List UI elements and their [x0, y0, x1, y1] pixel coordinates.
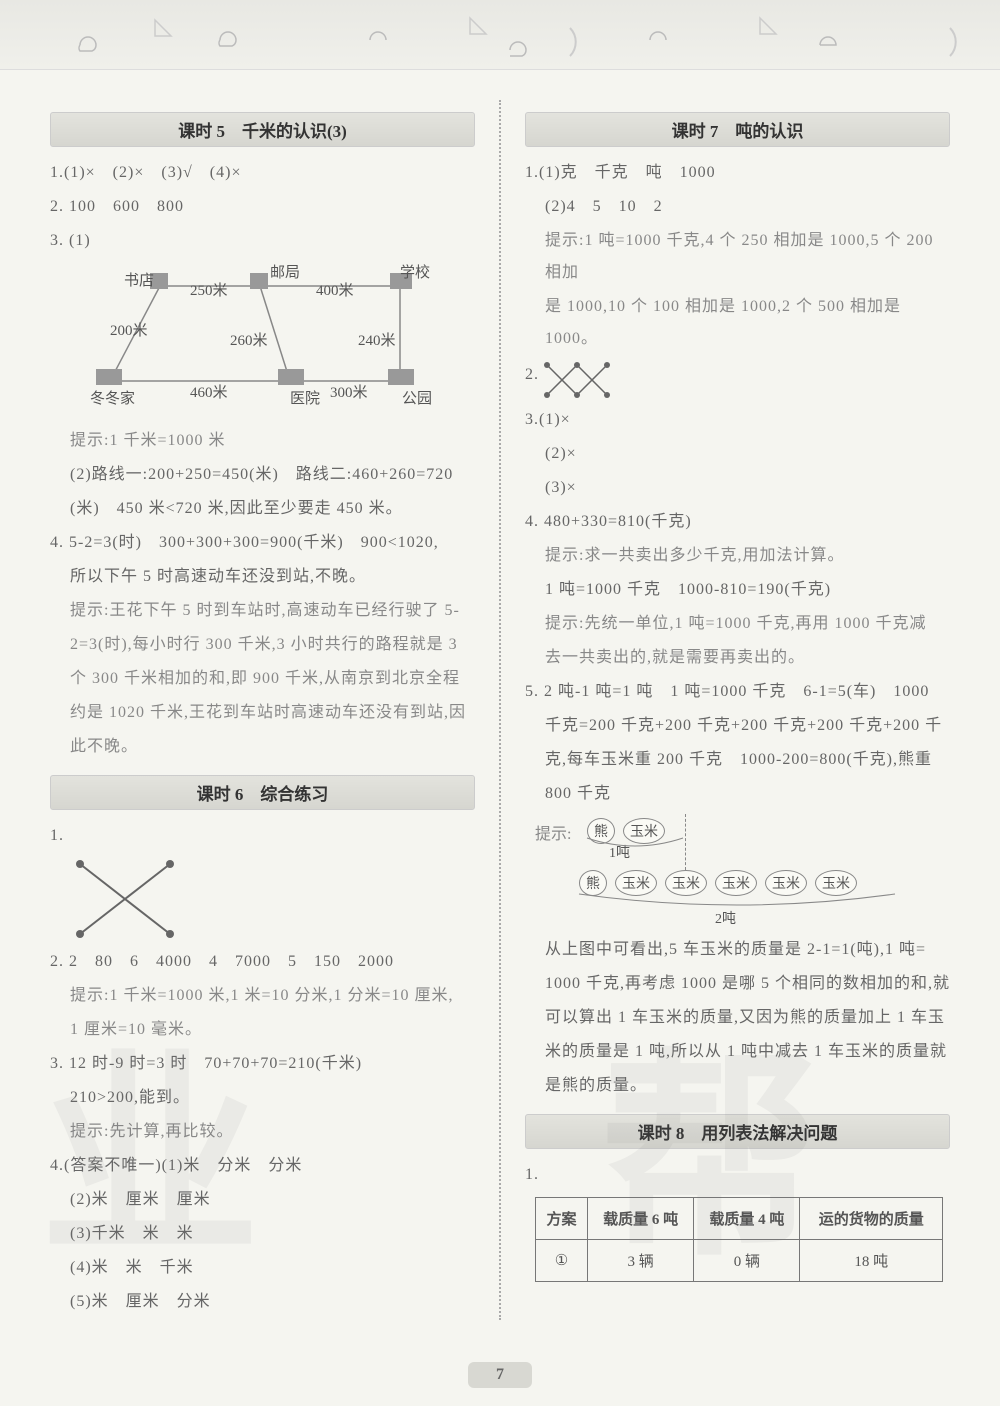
l7-hint1b: 是 1000,10 个 100 相加是 1000,2 个 500 相加是 100… — [545, 291, 950, 355]
th-mass: 运的货物的质量 — [800, 1198, 943, 1240]
d-300: 300米 — [330, 381, 368, 402]
l6-q4a: 4.(答案不唯一)(1)米 分米 分米 — [50, 1150, 475, 1182]
l5-3-2b: (米) 450 米<720 米,因此至少要走 450 米。 — [70, 493, 475, 525]
l6-q1: 1. — [50, 820, 475, 852]
solution-table: 方案 载质量 6 吨 载质量 4 吨 运的货物的质量 ① 3 辆 0 辆 18 … — [535, 1197, 943, 1282]
l7-q5c: 克,每车玉米重 200 千克 1000-200=800(千克),熊重 — [545, 744, 950, 776]
lesson6-title: 课时 6 综合练习 — [50, 775, 475, 810]
l7-q5d: 800 千克 — [545, 778, 950, 810]
l5-q2: 2. 100 600 800 — [50, 191, 475, 223]
l7-cross-icon — [539, 357, 619, 402]
td-1: 3 辆 — [587, 1240, 693, 1282]
l7-1a: 1.(1)克 千克 吨 1000 — [525, 157, 950, 189]
l8-q1: 1. — [525, 1159, 950, 1191]
l6-q3a: 3. 12 时-9 时=3 时 70+70+70=210(千米) — [50, 1048, 475, 1080]
l5-q1: 1.(1)× (2)× (3)√ (4)× — [50, 157, 475, 189]
d-400: 400米 — [316, 279, 354, 300]
page-number: 7 — [468, 1362, 532, 1388]
l5-4a: 4. 5-2=3(时) 300+300+300=900(千米) 900<1020… — [50, 527, 475, 559]
d-bookstore: 书店 — [124, 269, 154, 290]
l5-4b: 所以下午 5 时高速动车还没到站,不晚。 — [70, 561, 475, 593]
table-header-row: 方案 载质量 6 吨 载质量 4 吨 运的货物的质量 — [536, 1198, 943, 1240]
l6-q4b: (2)米 厘米 厘米 — [70, 1184, 475, 1216]
l7-1b: (2)4 5 10 2 — [545, 191, 950, 223]
th-4t: 载质量 4 吨 — [694, 1198, 800, 1240]
lesson8-title: 课时 8 用列表法解决问题 — [525, 1114, 950, 1149]
d-200: 200米 — [110, 319, 148, 340]
l7-hint4b: 提示:先统一单位,1 吨=1000 千克,再用 1000 千克减 — [545, 608, 950, 640]
d-250: 250米 — [190, 279, 228, 300]
l7-q5a: 5. 2 吨-1 吨=1 吨 1 吨=1000 千克 6-1=5(车) 1000 — [525, 676, 950, 708]
l7-q4b: 1 吨=1000 千克 1000-810=190(千克) — [545, 574, 950, 606]
l7-q3b: (2)× — [545, 438, 950, 470]
d-460: 460米 — [190, 381, 228, 402]
l6-q4c: (3)千米 米 米 — [70, 1218, 475, 1250]
l7-exp-d: 米的质量是 1 吨,所以从 1 吨中减去 1 车玉米的质量就 — [545, 1036, 950, 1068]
l6-hint2a: 提示:1 千米=1000 米,1 米=10 分米,1 分米=10 厘米, — [70, 980, 475, 1012]
l7-hint4c: 去一共卖出的,就是需要再卖出的。 — [545, 642, 950, 674]
l7-exp-c: 可以算出 1 车玉米的质量,又因为熊的质量加上 1 车玉 — [545, 1002, 950, 1034]
d-260: 260米 — [230, 329, 268, 350]
l5-4d: 2=3(时),每小时行 300 千米,3 小时共行的路程就是 3 — [70, 629, 475, 661]
d-school: 学校 — [400, 261, 430, 282]
td-0: ① — [536, 1240, 588, 1282]
l7-q2: 2. — [525, 359, 539, 391]
l5-4f: 约是 1020 千米,王花到车站时高速动车还没有到站,因 — [70, 697, 475, 729]
l7-exp-e: 是熊的质量。 — [545, 1070, 950, 1102]
l7-exp-b: 1000 千克,再考虑 1000 是哪 5 个相同的数相加的和,就 — [545, 968, 950, 1000]
td-3: 18 吨 — [800, 1240, 943, 1282]
l6-hint2b: 1 厘米=10 毫米。 — [70, 1014, 475, 1046]
l6-q4d: (4)米 米 千米 — [70, 1252, 475, 1284]
td-2: 0 辆 — [694, 1240, 800, 1282]
l6-hint3: 提示:先计算,再比较。 — [70, 1116, 475, 1148]
l5-hint1: 提示:1 千米=1000 米 — [70, 425, 475, 457]
page-header-decor — [0, 0, 1000, 70]
l6-q2: 2. 2 80 6 4000 4 7000 5 150 2000 — [50, 946, 475, 978]
lesson5-title: 课时 5 千米的认识(3) — [50, 112, 475, 147]
l7-q3c: (3)× — [545, 472, 950, 504]
page-content: 课时 5 千米的认识(3) 1.(1)× (2)× (3)√ (4)× 2. 1… — [0, 70, 1000, 1380]
corn-2ton: 2吨 — [715, 908, 736, 928]
l7-q3a: 3.(1)× — [525, 404, 950, 436]
corn-diagram: 提示: 熊 玉米 1吨 熊 玉米 玉米 玉米 玉米 玉米 2吨 — [535, 812, 915, 932]
l5-q3-label: 3. (1) — [50, 225, 475, 257]
d-240: 240米 — [358, 329, 396, 350]
l6-cross-diagram — [70, 854, 180, 944]
l6-q4e: (5)米 厘米 分米 — [70, 1286, 475, 1318]
th-plan: 方案 — [536, 1198, 588, 1240]
l7-hint4a: 提示:求一共卖出多少千克,用加法计算。 — [545, 540, 950, 572]
lesson7-title: 课时 7 吨的认识 — [525, 112, 950, 147]
d-hospital: 医院 — [290, 387, 320, 408]
l5-4g: 此不晚。 — [70, 731, 475, 763]
column-divider — [499, 100, 501, 1320]
l6-q3b: 210>200,能到。 — [70, 1082, 475, 1114]
l7-q4a: 4. 480+330=810(千克) — [525, 506, 950, 538]
corn-hint-label: 提示: — [535, 820, 571, 844]
table-row: ① 3 辆 0 辆 18 吨 — [536, 1240, 943, 1282]
left-column: 课时 5 千米的认识(3) 1.(1)× (2)× (3)√ (4)× 2. 1… — [50, 100, 475, 1320]
th-6t: 载质量 6 吨 — [587, 1198, 693, 1240]
l7-exp-a: 从上图中可看出,5 车玉米的质量是 2-1=1(吨),1 吨= — [545, 934, 950, 966]
l5-4c: 提示:王花下午 5 时到车站时,高速动车已经行驶了 5- — [70, 595, 475, 627]
d-home: 冬冬家 — [90, 387, 135, 408]
l7-q5b: 千克=200 千克+200 千克+200 千克+200 千克+200 千 — [545, 710, 950, 742]
d-post: 邮局 — [270, 261, 300, 282]
l5-3-2a: (2)路线一:200+250=450(米) 路线二:460+260=720 — [70, 459, 475, 491]
right-column: 课时 7 吨的认识 1.(1)克 千克 吨 1000 (2)4 5 10 2 提… — [525, 100, 950, 1320]
l5-4e: 个 300 千米相加的和,即 900 千米,从南京到北京全程 — [70, 663, 475, 695]
l7-hint1a: 提示:1 吨=1000 千克,4 个 250 相加是 1000,5 个 200 … — [545, 225, 950, 289]
route-diagram: 书店 邮局 学校 冬冬家 医院 公园 250米 400米 200米 260米 2… — [90, 261, 450, 421]
d-park: 公园 — [402, 387, 432, 408]
